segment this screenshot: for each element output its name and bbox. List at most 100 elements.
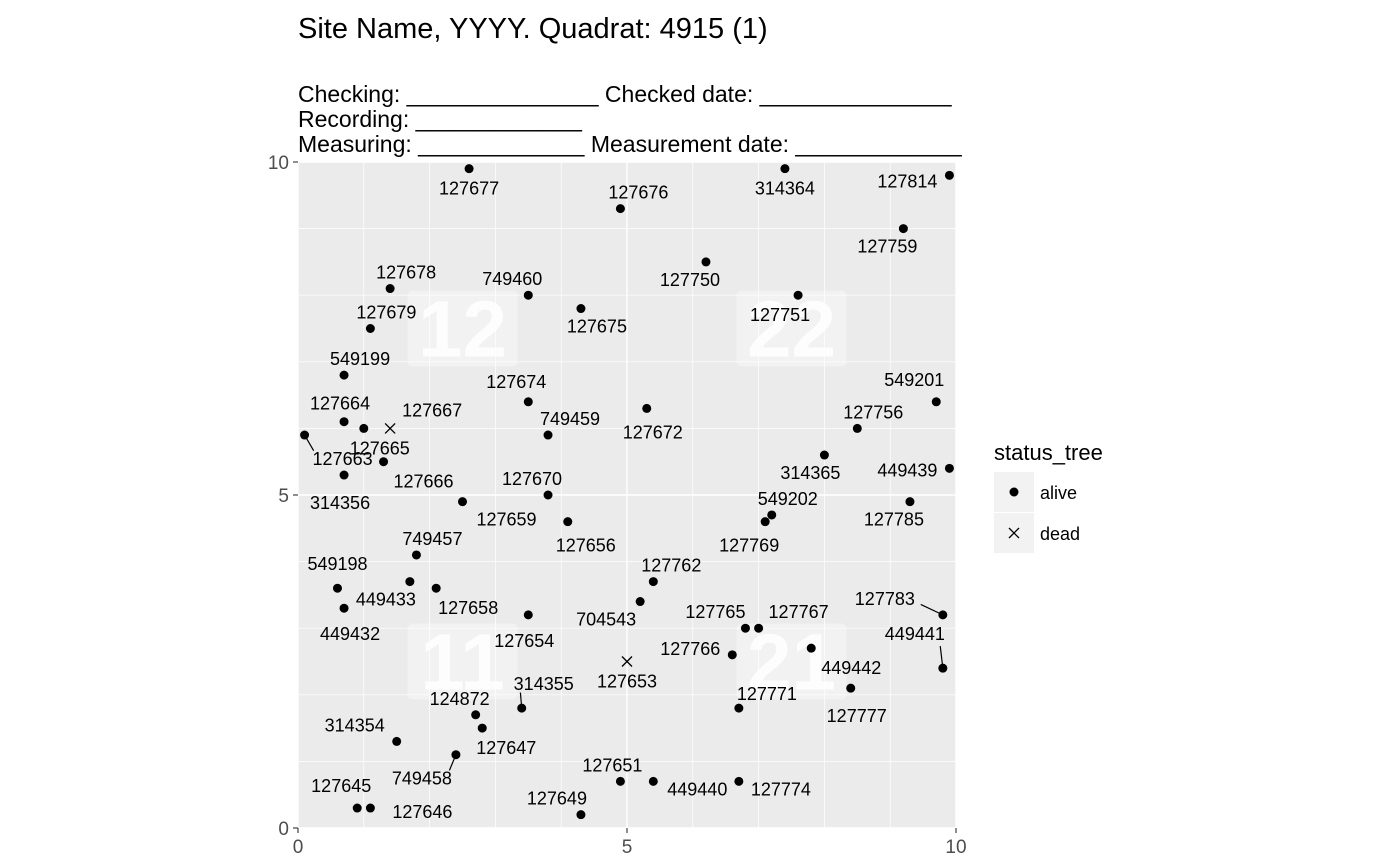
quadrant-label: 22 [747, 285, 836, 374]
tree-tag-label: 127667 [402, 400, 462, 420]
tree-tag-label: 127785 [864, 510, 924, 530]
tree-point-alive [385, 284, 395, 294]
subtitle-line-recording: Recording: _____________ [298, 106, 583, 132]
tree-tag-label: 127670 [502, 469, 562, 489]
tree-point-alive [576, 304, 586, 314]
tree-tag-label: 127774 [751, 779, 811, 799]
tree-point-alive [523, 290, 533, 300]
tree-point-alive [523, 610, 533, 620]
tree-point-alive [300, 430, 310, 440]
tree-point-alive [543, 490, 553, 500]
tree-tag-label: 449441 [885, 624, 945, 644]
tree-tag-label: 449433 [356, 590, 416, 610]
chart-title: Site Name, YYYY. Quadrat: 4915 (1) [298, 13, 768, 45]
tree-tag-label: 127675 [567, 317, 627, 337]
tree-tag-label: 127769 [719, 536, 779, 556]
tree-point-alive [365, 324, 375, 333]
tree-tag-label: 749460 [482, 269, 542, 289]
tree-point-alive [734, 703, 744, 713]
tree-tag-label: 127676 [608, 183, 668, 203]
tree-point-alive [846, 683, 856, 693]
tree-tag-label: 127645 [311, 776, 371, 796]
tree-tag-label: 127762 [641, 556, 701, 576]
tree-tag-label: 749458 [392, 769, 452, 789]
tree-tag-label: 127759 [857, 237, 917, 257]
tree-tag-label: 127654 [494, 631, 554, 651]
quadrant-label: 21 [747, 618, 836, 707]
tree-point-alive [352, 803, 362, 813]
tree-tag-label: 127646 [392, 802, 452, 822]
tree-point-alive [359, 423, 369, 433]
tree-point-alive [938, 663, 948, 673]
quadrant-labels: 12 22 11 21 [407, 285, 847, 707]
tree-tag-label: 314365 [780, 463, 840, 483]
tree-point-alive [740, 623, 750, 633]
tree-tag-label: 127658 [438, 598, 498, 618]
subtitle-line-measuring: Measuring: _____________ Measurement dat… [298, 131, 963, 157]
tree-point-alive [517, 703, 527, 713]
tree-point-alive [938, 610, 948, 620]
quadrant-label-box [407, 290, 518, 367]
tree-tag-label: 127750 [660, 270, 720, 290]
tree-tag-label: 549198 [307, 554, 367, 574]
tree-tag-label: 549199 [330, 349, 390, 369]
tree-point-alive [411, 550, 421, 560]
tree-point-alive [576, 810, 586, 820]
tree-tag-label: 314356 [310, 493, 370, 513]
tree-tag-label: 127674 [486, 372, 546, 392]
tree-tag-label: 127678 [376, 263, 436, 283]
tree-point-alive [523, 397, 533, 407]
tree-point-alive [701, 257, 711, 267]
tree-tag-label: 127766 [660, 639, 720, 659]
subtitle-line-checking: Checking: _______________ Checked date: … [298, 81, 953, 107]
tree-point-alive [905, 497, 915, 507]
tree-point-alive [754, 623, 764, 633]
tree-tag-label: 549202 [758, 489, 818, 509]
tree-tag-label: 127663 [313, 449, 373, 469]
tree-tag-label: 127666 [394, 472, 454, 492]
tree-tag-label: 127649 [527, 789, 587, 809]
tree-point-alive [339, 603, 349, 613]
tree-point-alive [451, 750, 461, 760]
tree-points [300, 164, 954, 820]
tree-tag-label: 449442 [821, 658, 881, 678]
tree-point-alive [458, 497, 467, 507]
tree-point-alive [806, 643, 816, 653]
x-tick-label: 0 [293, 837, 304, 858]
legend-title: status_tree [994, 440, 1103, 465]
tree-point-alive [339, 370, 349, 380]
tree-point-alive [727, 650, 737, 660]
tree-tag-label: 127659 [476, 510, 536, 530]
grid-lines [297, 161, 957, 829]
tree-tag-label: 749459 [540, 409, 600, 429]
tree-point-alive [648, 577, 658, 587]
tree-tag-label: 127751 [750, 305, 810, 325]
tree-tag-label: 449440 [667, 779, 727, 799]
tree-point-dead-stroke [621, 656, 633, 667]
tree-tag-label: 127665 [350, 438, 410, 458]
tree-point-alive [944, 463, 954, 473]
tree-point-alive [392, 736, 402, 746]
tree-point-alive [648, 776, 658, 786]
tree-point-alive [819, 450, 829, 460]
y-tick-label: 0 [278, 819, 289, 840]
tree-tag-label: 124872 [430, 689, 490, 709]
quadrant-label: 11 [420, 618, 505, 707]
tree-tag-label: 127814 [877, 171, 937, 191]
tree-point-dead [384, 422, 396, 434]
tree-tag-label: 704543 [576, 610, 636, 630]
legend-label-alive: alive [1040, 483, 1077, 503]
legend: status_tree alive dead [994, 440, 1103, 553]
tree-tag-label: 314354 [325, 715, 385, 735]
quadrant-label-box [736, 623, 847, 700]
tree-tag-label: 127647 [476, 738, 536, 758]
tree-point-alive [339, 417, 349, 427]
tree-point-alive [332, 583, 342, 593]
tree-tag-label: 127672 [623, 422, 683, 442]
y-tick-label: 5 [278, 486, 289, 507]
tree-point-alive [615, 204, 625, 214]
tree-point-alive [767, 510, 777, 520]
tree-point-alive [379, 457, 389, 467]
legend-dead-cross-icon [1008, 527, 1020, 539]
tree-point-alive [760, 517, 770, 527]
